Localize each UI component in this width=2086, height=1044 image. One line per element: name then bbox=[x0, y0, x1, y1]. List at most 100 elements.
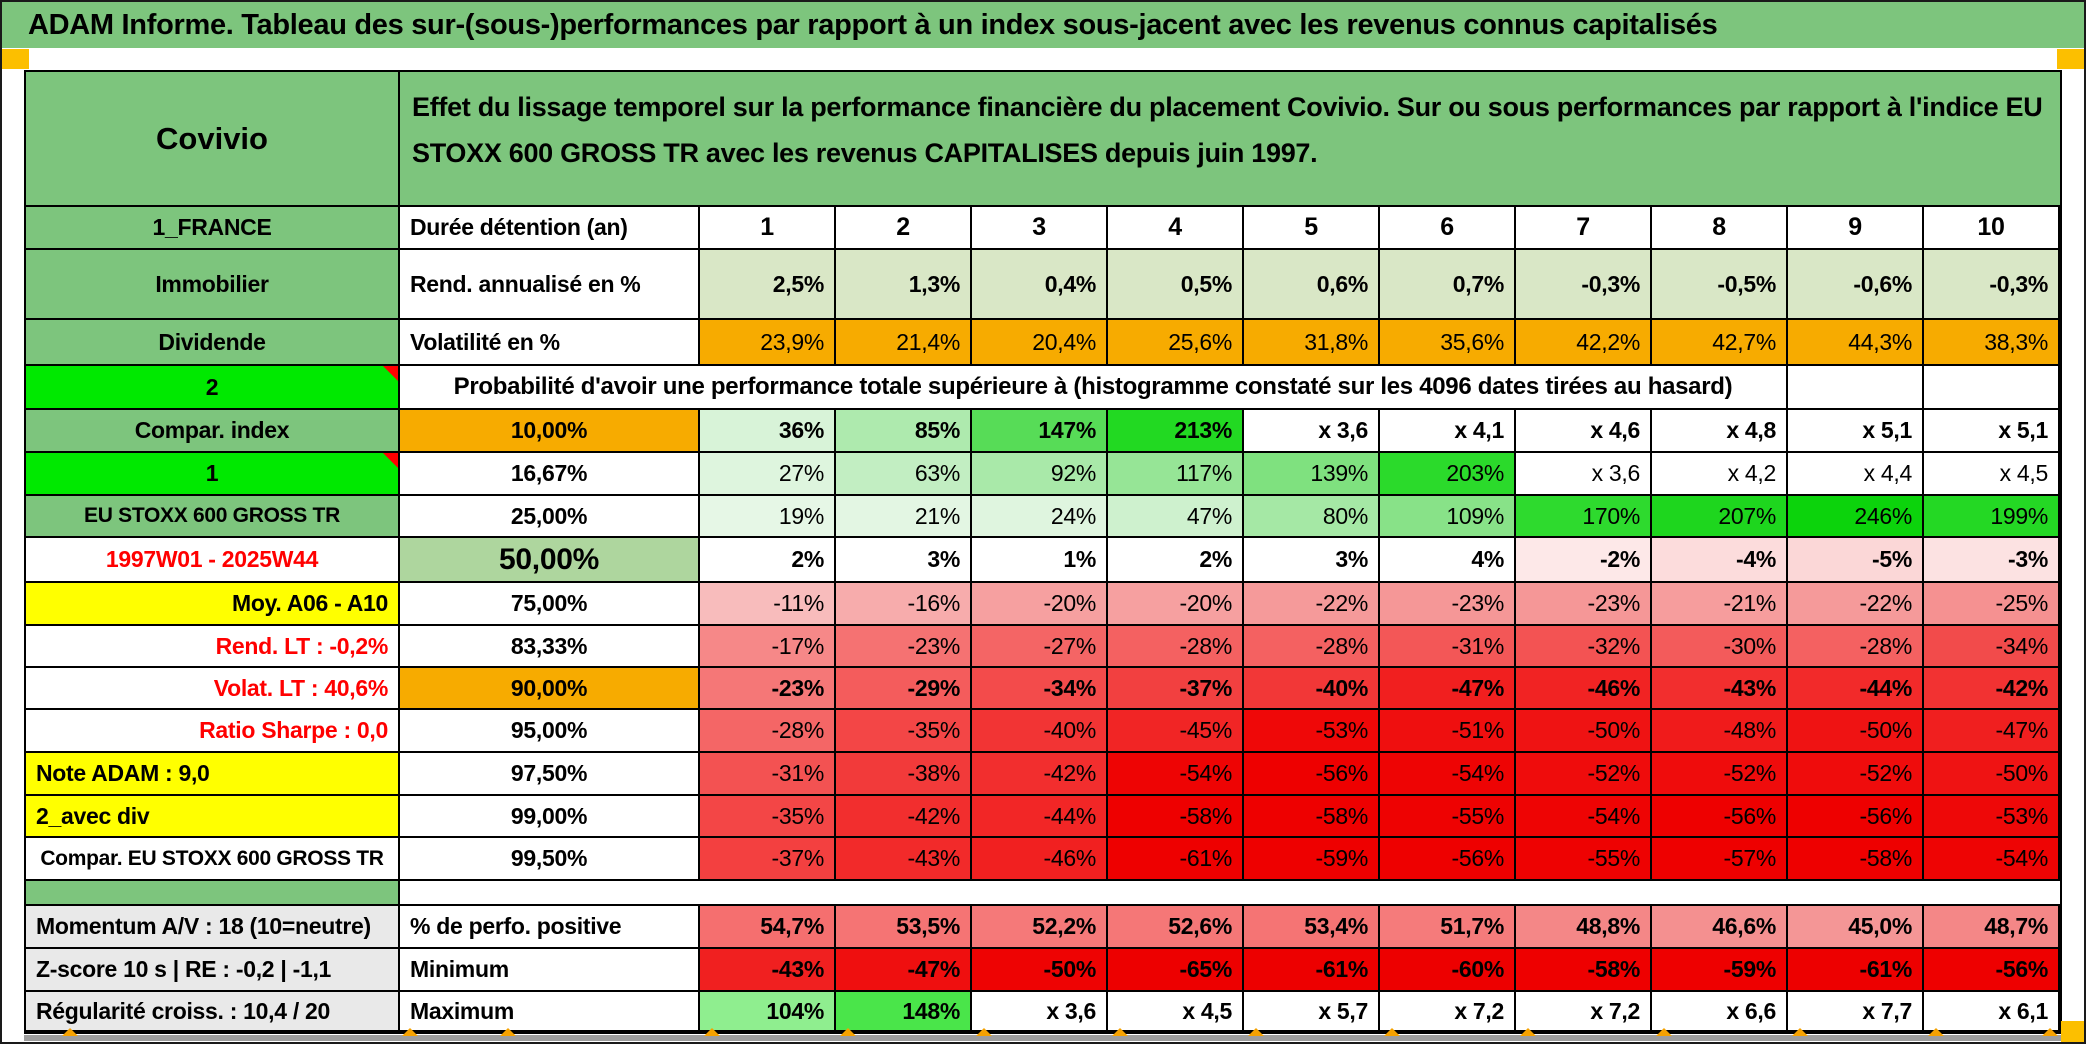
data-cell[interactable]: 20,4% bbox=[972, 320, 1108, 366]
data-cell[interactable]: 51,7% bbox=[1380, 906, 1516, 949]
data-cell[interactable]: -31% bbox=[1380, 626, 1516, 668]
data-cell[interactable]: 9 bbox=[1788, 207, 1924, 250]
data-cell[interactable]: 45,0% bbox=[1788, 906, 1924, 949]
data-cell[interactable]: 3% bbox=[1244, 538, 1380, 583]
data-cell[interactable]: 0,6% bbox=[1244, 250, 1380, 320]
data-cell[interactable]: -20% bbox=[972, 583, 1108, 626]
row-label-spacer[interactable] bbox=[26, 881, 400, 906]
data-cell[interactable]: 21,4% bbox=[836, 320, 972, 366]
data-cell[interactable]: 5 bbox=[1244, 207, 1380, 250]
data-cell[interactable]: 21% bbox=[836, 496, 972, 538]
data-cell[interactable]: -47% bbox=[836, 949, 972, 992]
data-cell[interactable]: 10 bbox=[1924, 207, 2060, 250]
data-cell[interactable]: -52% bbox=[1788, 753, 1924, 796]
metric-label-maximum[interactable]: Maximum bbox=[400, 992, 700, 1032]
data-cell[interactable]: -4% bbox=[1652, 538, 1788, 583]
metric-label-proba-975[interactable]: 97,50% bbox=[400, 753, 700, 796]
data-cell[interactable]: -23% bbox=[700, 668, 836, 710]
data-cell[interactable]: -40% bbox=[972, 710, 1108, 753]
data-cell[interactable]: -54% bbox=[1108, 753, 1244, 796]
data-cell[interactable]: -46% bbox=[972, 838, 1108, 881]
data-cell[interactable]: -23% bbox=[836, 626, 972, 668]
data-cell[interactable]: -21% bbox=[1652, 583, 1788, 626]
data-cell[interactable]: -42% bbox=[1924, 668, 2060, 710]
data-cell[interactable]: -59% bbox=[1652, 949, 1788, 992]
metric-label-duration-header[interactable]: Durée détention (an) bbox=[400, 207, 700, 250]
data-cell[interactable]: 0,7% bbox=[1380, 250, 1516, 320]
data-cell[interactable]: -40% bbox=[1244, 668, 1380, 710]
data-cell[interactable]: x 4,5 bbox=[1108, 992, 1244, 1032]
data-cell[interactable]: -3% bbox=[1924, 538, 2060, 583]
data-cell[interactable]: 44,3% bbox=[1788, 320, 1924, 366]
empty-cell[interactable] bbox=[1788, 366, 1924, 410]
data-cell[interactable]: 148% bbox=[836, 992, 972, 1032]
data-cell[interactable]: 42,2% bbox=[1516, 320, 1652, 366]
data-cell[interactable]: x 4,5 bbox=[1924, 453, 2060, 496]
data-cell[interactable]: 48,8% bbox=[1516, 906, 1652, 949]
data-cell[interactable]: -20% bbox=[1108, 583, 1244, 626]
metric-label-proba-50[interactable]: 50,00% bbox=[400, 538, 700, 583]
data-cell[interactable]: -43% bbox=[836, 838, 972, 881]
data-cell[interactable]: x 7,7 bbox=[1788, 992, 1924, 1032]
data-cell[interactable]: -55% bbox=[1380, 796, 1516, 838]
data-cell[interactable]: -23% bbox=[1516, 583, 1652, 626]
metric-label-proba-99[interactable]: 99,00% bbox=[400, 796, 700, 838]
metric-label-proba-995[interactable]: 99,50% bbox=[400, 838, 700, 881]
data-cell[interactable]: 207% bbox=[1652, 496, 1788, 538]
data-cell[interactable]: 213% bbox=[1108, 410, 1244, 453]
metric-label-proba-25[interactable]: 25,00% bbox=[400, 496, 700, 538]
data-cell[interactable]: 2 bbox=[836, 207, 972, 250]
data-cell[interactable]: 203% bbox=[1380, 453, 1516, 496]
data-cell[interactable]: -58% bbox=[1108, 796, 1244, 838]
data-cell[interactable]: -0,3% bbox=[1516, 250, 1652, 320]
data-cell[interactable]: -58% bbox=[1516, 949, 1652, 992]
data-cell[interactable]: -45% bbox=[1108, 710, 1244, 753]
data-cell[interactable]: 4% bbox=[1380, 538, 1516, 583]
data-cell[interactable]: -47% bbox=[1380, 668, 1516, 710]
data-cell[interactable]: 1 bbox=[700, 207, 836, 250]
data-cell[interactable]: -44% bbox=[972, 796, 1108, 838]
data-cell[interactable]: -61% bbox=[1788, 949, 1924, 992]
metric-label-rendement-annualise[interactable]: Rend. annualisé en % bbox=[400, 250, 700, 320]
data-cell[interactable]: x 3,6 bbox=[1516, 453, 1652, 496]
data-cell[interactable]: -22% bbox=[1788, 583, 1924, 626]
data-cell[interactable]: 42,7% bbox=[1652, 320, 1788, 366]
data-cell[interactable]: -34% bbox=[972, 668, 1108, 710]
data-cell[interactable]: -52% bbox=[1516, 753, 1652, 796]
data-cell[interactable]: 31,8% bbox=[1244, 320, 1380, 366]
data-cell[interactable]: x 7,2 bbox=[1380, 992, 1516, 1032]
data-cell[interactable]: -53% bbox=[1924, 796, 2060, 838]
data-cell[interactable]: x 5,1 bbox=[1924, 410, 2060, 453]
data-cell[interactable]: 27% bbox=[700, 453, 836, 496]
data-cell[interactable]: -56% bbox=[1380, 838, 1516, 881]
data-cell[interactable]: 170% bbox=[1516, 496, 1652, 538]
data-cell[interactable]: 8 bbox=[1652, 207, 1788, 250]
metric-label-proba-16[interactable]: 16,67% bbox=[400, 453, 700, 496]
data-cell[interactable]: x 4,1 bbox=[1380, 410, 1516, 453]
data-cell[interactable]: -42% bbox=[836, 796, 972, 838]
data-cell[interactable]: -28% bbox=[1108, 626, 1244, 668]
data-cell[interactable]: 24% bbox=[972, 496, 1108, 538]
data-cell[interactable]: -28% bbox=[1788, 626, 1924, 668]
data-cell[interactable]: -60% bbox=[1380, 949, 1516, 992]
data-cell[interactable]: -35% bbox=[700, 796, 836, 838]
data-cell[interactable]: -11% bbox=[700, 583, 836, 626]
data-cell[interactable]: -47% bbox=[1924, 710, 2060, 753]
data-cell[interactable]: 147% bbox=[972, 410, 1108, 453]
data-cell[interactable]: -30% bbox=[1652, 626, 1788, 668]
data-cell[interactable]: -50% bbox=[972, 949, 1108, 992]
data-cell[interactable]: -51% bbox=[1380, 710, 1516, 753]
row-label-proba-16[interactable]: 1 bbox=[26, 453, 400, 496]
data-cell[interactable]: -53% bbox=[1244, 710, 1380, 753]
data-cell[interactable]: -56% bbox=[1924, 949, 2060, 992]
data-cell[interactable]: 4 bbox=[1108, 207, 1244, 250]
row-label-proba-10[interactable]: Compar. index bbox=[26, 410, 400, 453]
data-cell[interactable]: 46,6% bbox=[1652, 906, 1788, 949]
data-cell[interactable]: x 4,4 bbox=[1788, 453, 1924, 496]
data-cell[interactable]: x 6,1 bbox=[1924, 992, 2060, 1032]
row-label-rendement-annualise[interactable]: Immobilier bbox=[26, 250, 400, 320]
row-label-proba-995[interactable]: Compar. EU STOXX 600 GROSS TR bbox=[26, 838, 400, 881]
data-cell[interactable]: -52% bbox=[1652, 753, 1788, 796]
data-cell[interactable]: -54% bbox=[1380, 753, 1516, 796]
data-cell[interactable]: 52,2% bbox=[972, 906, 1108, 949]
